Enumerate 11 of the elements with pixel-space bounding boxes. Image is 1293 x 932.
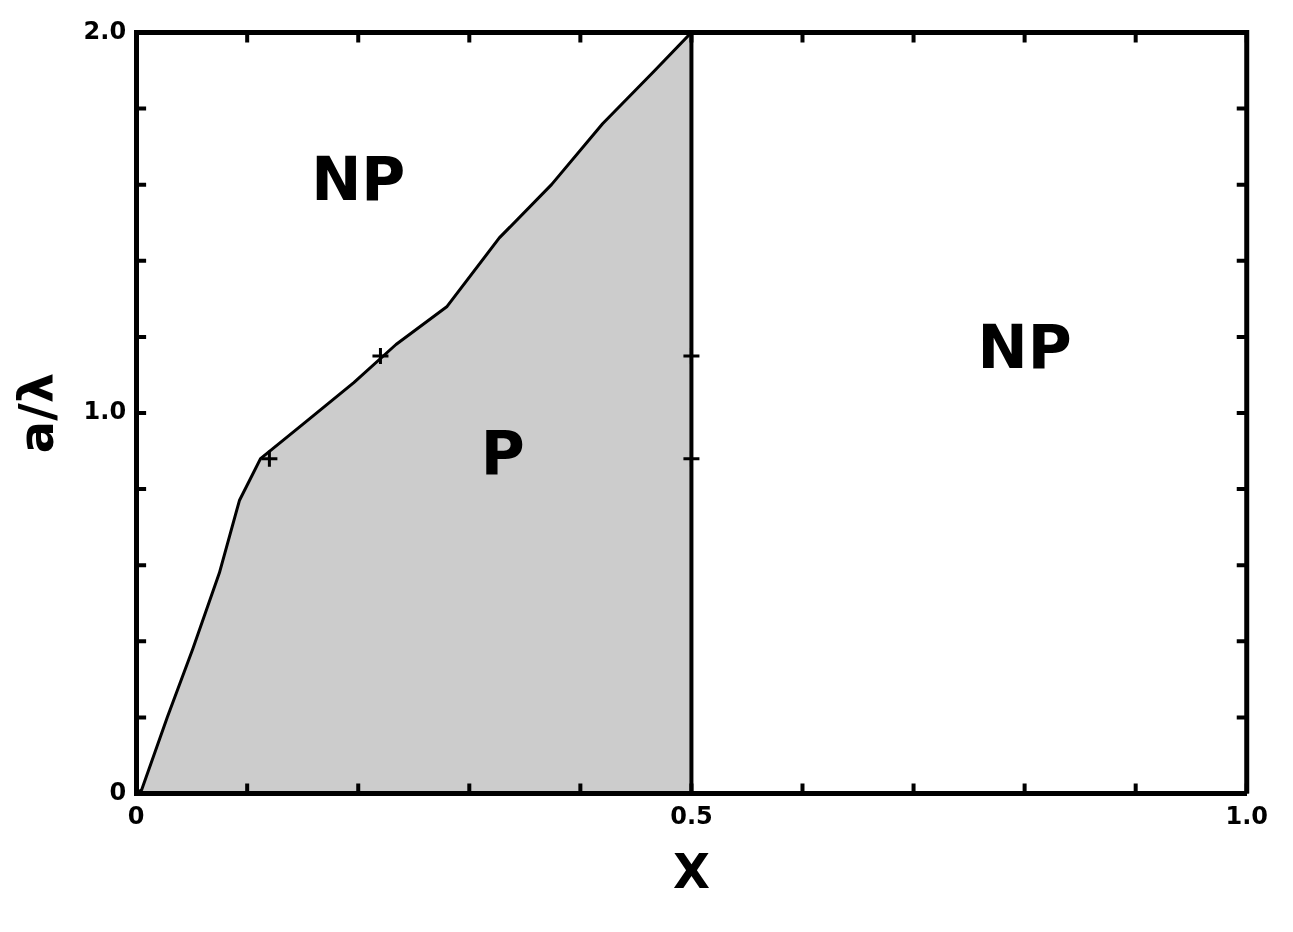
y-axis-title: a/λ [8, 372, 65, 454]
annotation: NP [311, 144, 406, 215]
x-axis-title: X [672, 842, 710, 899]
y-tick-label: 0 [109, 777, 127, 806]
x-tick-label: 0.5 [670, 802, 713, 831]
y-tick-label: 2.0 [83, 16, 127, 45]
y-tick-label: 1.0 [83, 397, 127, 426]
x-tick-label: 1.0 [1225, 802, 1268, 831]
annotation: NP [977, 311, 1072, 382]
annotation: P [480, 418, 525, 489]
x-tick-label: 0 [127, 802, 145, 831]
